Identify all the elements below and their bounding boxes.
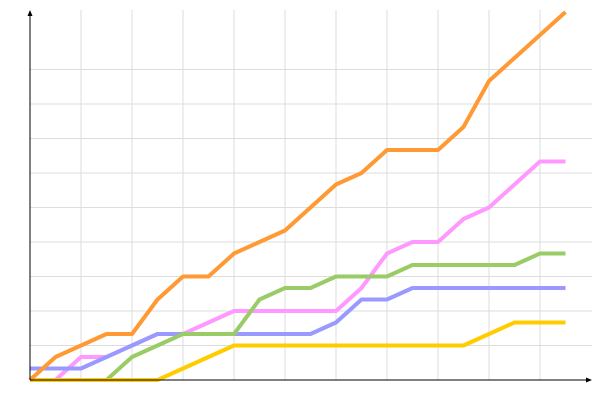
x-axis-arrow xyxy=(586,377,592,383)
series-line-2 xyxy=(30,251,566,382)
series-line-3 xyxy=(30,320,566,382)
grid xyxy=(30,10,592,380)
axes xyxy=(27,10,592,383)
y-axis-arrow xyxy=(27,10,33,16)
series-lines xyxy=(28,10,567,382)
series-line-1 xyxy=(30,286,566,371)
series-line-4 xyxy=(28,10,567,382)
